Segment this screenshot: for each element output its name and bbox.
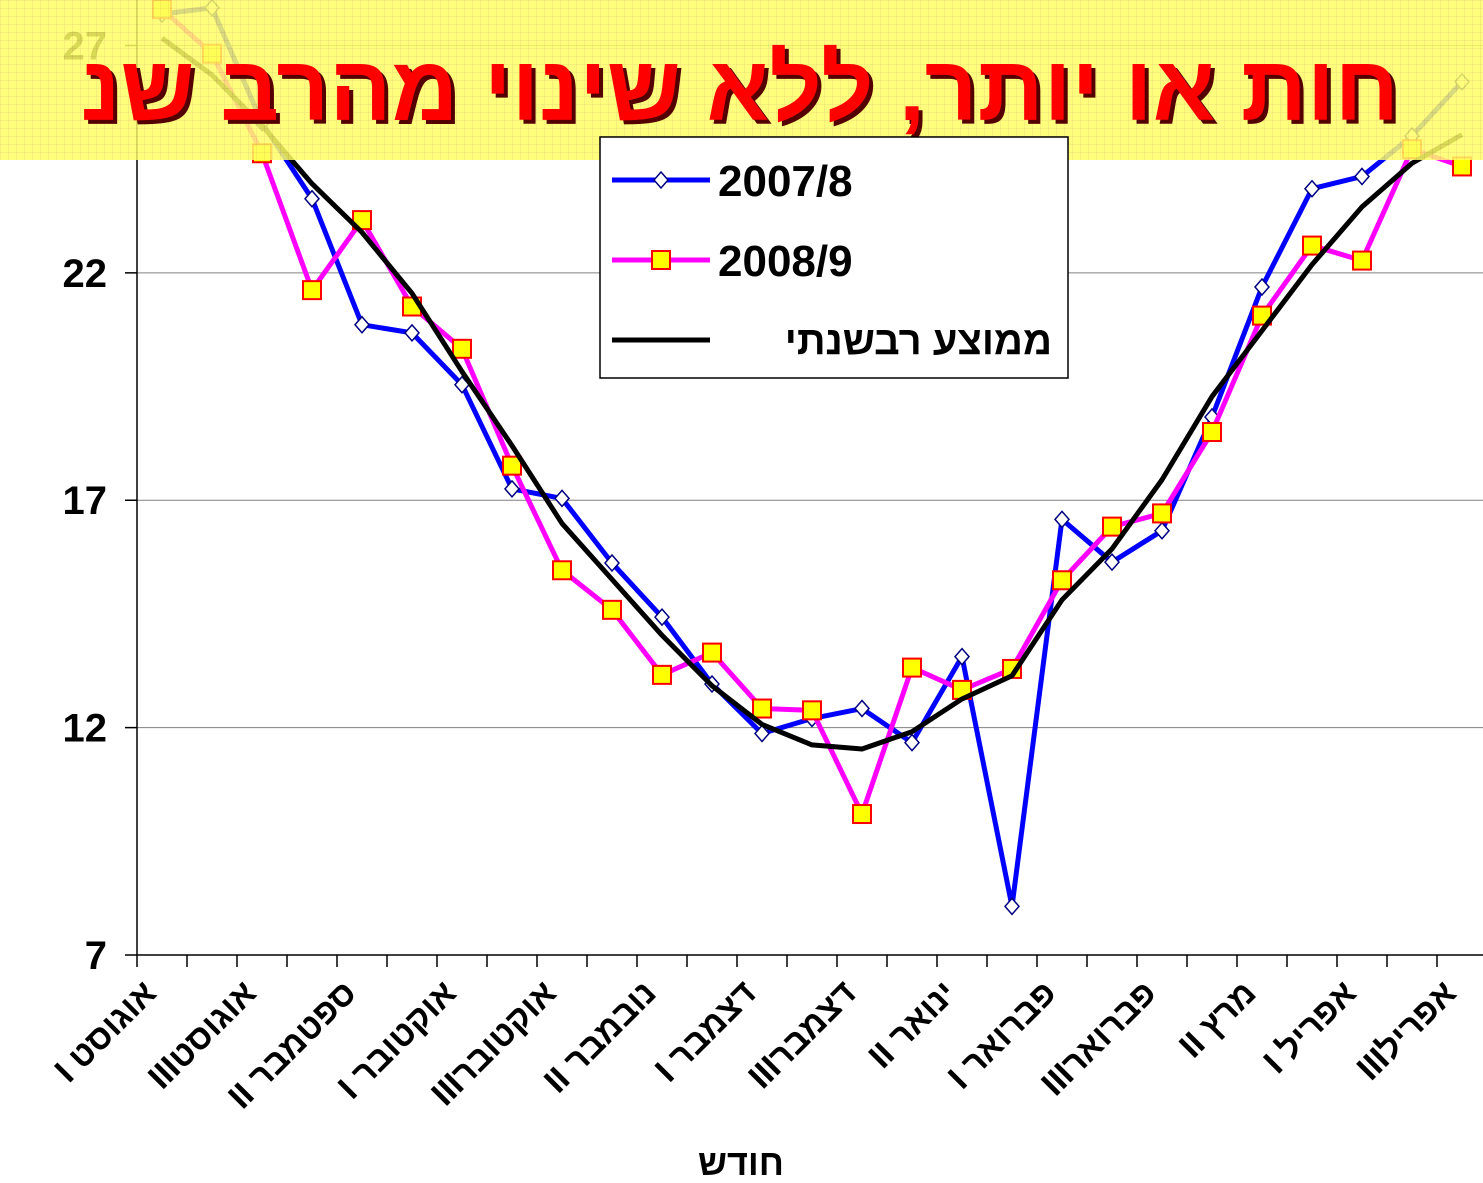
legend-label: 2007/8 — [718, 157, 853, 206]
data-point — [852, 804, 872, 825]
data-point — [354, 315, 370, 334]
data-point — [404, 323, 420, 343]
x-tick-label: אפריל I — [1256, 974, 1363, 1081]
series-line — [160, 36, 1464, 752]
data-point — [552, 560, 572, 581]
data-point — [452, 338, 472, 359]
data-point — [754, 724, 770, 743]
y-tick-label: 17 — [63, 479, 108, 523]
x-axis-label: חודש — [698, 1142, 784, 1183]
title-banner — [0, 0, 1483, 160]
x-tick-label: נובמבר II — [537, 974, 664, 1101]
data-point — [1352, 250, 1372, 271]
chart-title: חות או יותר, ללא שינוי מהרב שנ — [81, 38, 1399, 140]
data-point — [604, 553, 620, 573]
data-point — [1452, 156, 1472, 177]
x-tick-label: דצמברIII — [741, 974, 863, 1096]
y-tick-label: 22 — [63, 252, 108, 296]
data-point — [1302, 235, 1322, 256]
legend-label: ממוצע רבשנתי — [785, 319, 1052, 363]
data-point — [651, 250, 671, 270]
data-point — [1254, 277, 1270, 297]
data-point — [1152, 503, 1172, 524]
data-point — [702, 642, 722, 663]
data-point — [502, 455, 522, 476]
data-point — [653, 170, 669, 190]
x-tick-label: מרץ II — [1172, 974, 1263, 1065]
data-point — [304, 189, 320, 208]
data-point — [902, 657, 922, 678]
data-point — [954, 647, 970, 666]
data-point — [1154, 521, 1170, 540]
data-point — [854, 699, 870, 718]
data-point — [652, 664, 672, 685]
data-point — [1304, 179, 1320, 198]
data-point — [802, 700, 822, 721]
data-point — [602, 599, 622, 620]
data-point — [1354, 167, 1370, 186]
data-point — [1054, 510, 1070, 529]
data-point — [554, 489, 570, 508]
data-point — [1202, 422, 1222, 443]
data-point — [654, 607, 670, 627]
data-point — [1104, 552, 1120, 572]
data-point — [904, 733, 920, 752]
y-tick-label: 12 — [63, 707, 108, 751]
data-point — [1102, 516, 1122, 537]
data-point — [302, 280, 322, 301]
data-point — [1052, 570, 1072, 591]
data-point — [752, 698, 772, 719]
x-tick-label: אפרילIII — [1350, 974, 1464, 1088]
x-tick-label: ינואר II — [862, 974, 964, 1076]
data-point — [504, 479, 520, 499]
title-shadow: חות או יותר, ללא שינוי מהרב שנ — [85, 42, 1403, 144]
y-tick-label: 7 — [85, 934, 107, 978]
legend-label: 2008/9 — [718, 237, 853, 286]
data-point — [1004, 897, 1020, 916]
